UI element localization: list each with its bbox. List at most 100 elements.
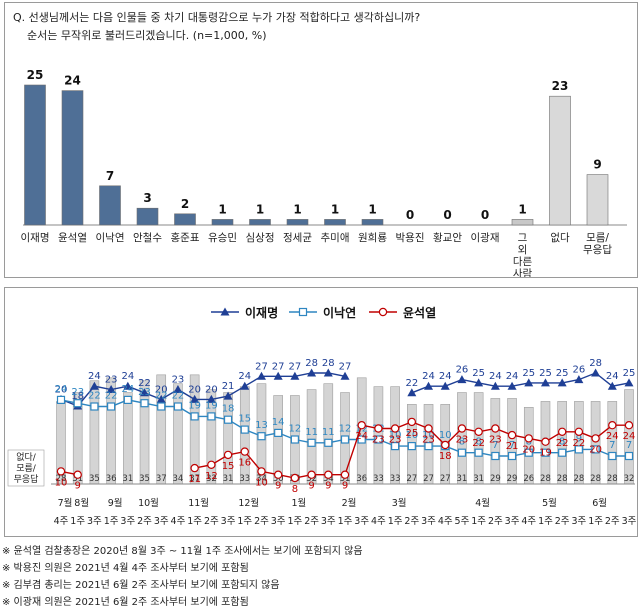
month-label: 5월 [542, 497, 557, 509]
data-point [591, 434, 600, 443]
data-point [157, 402, 166, 411]
week-label: 2주 [605, 516, 620, 527]
data-label: 7 [609, 440, 615, 451]
bars-label-box [7, 449, 45, 487]
data-point [441, 440, 450, 450]
week-label: 5주 [455, 516, 470, 527]
data-label: 18 [439, 451, 452, 462]
legend-marker [378, 307, 388, 317]
data-point [574, 375, 584, 384]
data-point [290, 435, 299, 444]
data-point [240, 425, 249, 434]
data-label: 26 [573, 365, 586, 376]
data-point [340, 371, 350, 380]
data-point [574, 427, 584, 436]
month-label: 9월 [108, 497, 123, 509]
data-point [190, 463, 199, 473]
bar-value-label: 32 [306, 474, 317, 484]
data-point [324, 470, 333, 479]
bar-value-label: 28 [56, 474, 67, 484]
data-label: 24 [606, 371, 619, 382]
bar-value-label: 32 [624, 474, 635, 484]
category-label: 사람 [513, 267, 533, 277]
data-label: 23 [456, 435, 469, 446]
data-label: 19 [539, 448, 552, 459]
data-point [607, 381, 617, 390]
week-label: 3주 [120, 516, 135, 527]
category-label: 안철수 [133, 232, 162, 244]
data-point [424, 424, 433, 433]
data-label: 25 [522, 368, 535, 379]
data-label: 19 [188, 400, 201, 411]
data-point [56, 395, 66, 405]
data-label: 7 [492, 440, 498, 451]
data-label: 12 [205, 471, 218, 482]
data-label: 25 [623, 368, 636, 379]
data-point [374, 435, 383, 444]
data-point [357, 435, 366, 444]
bar-value-label: 28 [590, 474, 601, 484]
data-point [173, 402, 183, 411]
data-label: 24 [606, 431, 619, 442]
data-label: 20 [155, 384, 168, 395]
category-label: 외 [518, 244, 528, 256]
bar-value-label: 34 [256, 474, 267, 484]
data-point [608, 420, 617, 430]
trend-chart-panel: 이재명이낙연윤석열2831353631353734373231333430303… [4, 287, 638, 537]
bar [61, 90, 84, 226]
data-point [557, 378, 567, 387]
bar [174, 213, 196, 226]
data-label: 15 [238, 414, 251, 425]
bar [123, 392, 133, 485]
data-label: 8 [459, 437, 465, 448]
data-point [273, 470, 283, 479]
data-label: 0 [443, 208, 451, 222]
data-label: 11 [322, 427, 335, 438]
data-point [207, 412, 216, 421]
question-text: Q. 선생님께서는 다음 인물들 중 차기 대통령감으로 누가 가장 적합하다고… [13, 11, 421, 24]
week-label: 1주 [471, 516, 486, 527]
data-label: 18 [222, 404, 235, 415]
data-label: 11 [188, 474, 201, 485]
data-point [56, 467, 66, 476]
footnotes: ※ 윤석열 검찰총장은 2020년 8월 3주 ~ 11월 1주 조사에서는 보… [2, 543, 638, 611]
week-label: 3주 [87, 516, 102, 527]
data-label: 22 [155, 391, 168, 402]
data-label: 20 [205, 384, 218, 395]
data-point [457, 448, 467, 457]
data-label: 10 [439, 430, 452, 441]
data-point [374, 424, 383, 433]
category-label: 윤석열 [58, 232, 87, 244]
data-point [256, 371, 266, 380]
footnote: ※ 김부겸 총리는 2021년 6월 2주 조사부터 보기에 포함되지 않음 [2, 580, 280, 591]
data-point [574, 445, 583, 454]
data-label: 9 [308, 481, 314, 492]
data-point [190, 412, 199, 421]
data-label: 25 [539, 368, 552, 379]
data-point [207, 460, 216, 469]
data-point [457, 424, 467, 433]
data-label: 22 [573, 438, 586, 449]
data-label: 22 [472, 438, 485, 449]
bar-value-label: 28 [573, 474, 584, 484]
data-point [223, 391, 233, 400]
week-label: 1주 [338, 516, 353, 527]
footnote: ※ 이광재 의원은 2021년 6월 2주 조사부터 보기에 포함됨 [2, 597, 249, 608]
bar [286, 219, 309, 226]
week-label: 2주 [555, 516, 570, 527]
bar [239, 386, 250, 485]
week-label: 4주 [371, 516, 386, 527]
trend-line-chart: 이재명이낙연윤석열2831353631353734373231333430303… [7, 305, 637, 527]
data-point [140, 388, 150, 397]
data-label: 24 [238, 371, 251, 382]
bar-value-label: 28 [607, 474, 618, 484]
week-label: 4주 [438, 516, 453, 527]
data-point [507, 430, 517, 440]
category-label: 이낙연 [96, 232, 125, 244]
data-label: 23 [71, 387, 84, 398]
data-label: 21 [222, 381, 235, 392]
data-label: 10 [405, 430, 418, 441]
month-label: 1월 [291, 497, 306, 509]
data-point [474, 427, 483, 436]
week-label: 3주 [221, 516, 236, 527]
